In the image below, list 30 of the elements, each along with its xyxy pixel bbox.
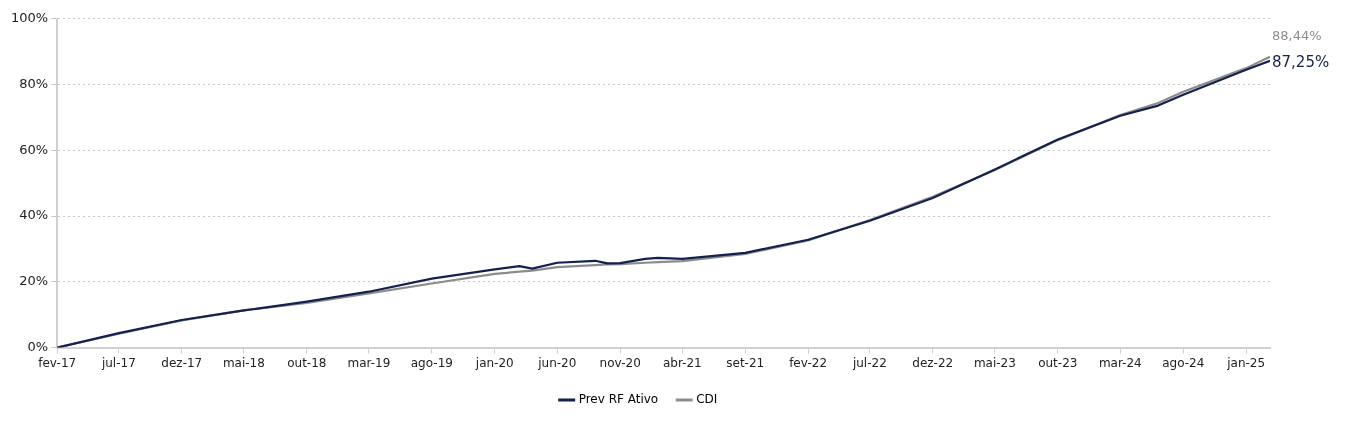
x-tick-label: mar-24 <box>1098 355 1142 370</box>
y-tick-label: 20% <box>19 273 49 289</box>
y-tick-label: 60% <box>19 141 49 157</box>
legend-label: Prev RF Ativo <box>578 392 659 407</box>
data-label: 87,25% <box>1272 52 1330 71</box>
y-tick-label: 0% <box>27 338 49 354</box>
x-tick-label: ago-24 <box>1162 355 1205 370</box>
y-tick-label: 100% <box>10 10 49 26</box>
x-tick-label: set-21 <box>726 355 765 370</box>
x-tick-label: dez-22 <box>912 355 954 370</box>
y-tick-label: 80% <box>19 75 49 91</box>
x-tick-label: mar-19 <box>347 355 391 370</box>
x-tick-label: jul-22 <box>851 355 887 370</box>
x-tick-label: nov-20 <box>599 355 641 370</box>
x-tick-label: jan-20 <box>474 355 514 370</box>
x-tick-label: abr-21 <box>662 355 702 370</box>
x-tick-label: jul-17 <box>100 355 136 370</box>
x-tick-label: fev-22 <box>789 355 828 370</box>
x-tick-label: jun-20 <box>537 355 577 370</box>
x-tick-label: fev-17 <box>38 355 77 370</box>
x-tick-label: mai-23 <box>973 355 1016 370</box>
y-tick-label: 40% <box>19 207 49 223</box>
x-tick-label: out-18 <box>287 355 327 370</box>
x-tick-label: mai-18 <box>222 355 265 370</box>
legend-label: CDI <box>696 392 718 407</box>
x-tick-label: out-23 <box>1038 355 1078 370</box>
x-tick-label: ago-19 <box>410 355 453 370</box>
x-tick-label: dez-17 <box>161 355 203 370</box>
data-label: 88,44% <box>1272 28 1322 44</box>
x-tick-label: jan-25 <box>1226 355 1266 370</box>
